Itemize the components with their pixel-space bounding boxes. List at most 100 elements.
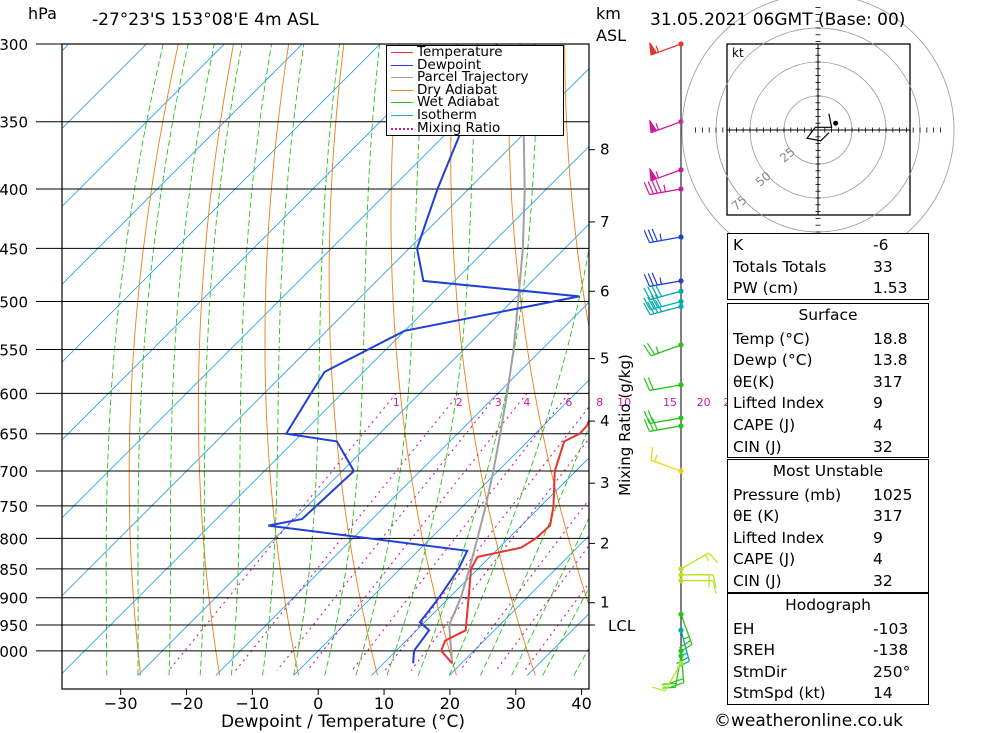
wind-barb-half-feather bbox=[655, 123, 660, 131]
wind-barb bbox=[652, 660, 684, 692]
wet-adiabat-line bbox=[262, 44, 305, 676]
index-value: 14 bbox=[873, 684, 893, 703]
wind-barb-shaft bbox=[664, 662, 682, 692]
wind-barb-feather bbox=[670, 682, 684, 688]
index-label: Dewp (°C) bbox=[733, 351, 813, 370]
mixing-ratio-line bbox=[495, 544, 589, 671]
wind-barb-feather bbox=[647, 418, 654, 431]
wind-barb-feather bbox=[643, 418, 651, 432]
index-value: 4 bbox=[873, 550, 883, 569]
wind-barb-half-feather bbox=[655, 171, 660, 179]
mixing-ratio-tick-label: 2 bbox=[456, 396, 463, 409]
wind-barb-feather bbox=[650, 446, 654, 461]
wind-barb-feather bbox=[651, 295, 659, 308]
index-value: 250° bbox=[873, 662, 911, 681]
mixing-ratio-tick-label: 3 bbox=[495, 396, 502, 409]
index-value: 317 bbox=[873, 507, 903, 526]
height-reference-label: ASL bbox=[596, 26, 627, 45]
wind-barb-feather bbox=[647, 181, 654, 195]
copyright-link[interactable]: ©weatheronline.co.uk bbox=[714, 711, 904, 731]
mixing-ratio-line bbox=[307, 393, 528, 671]
dry-adiabat-line bbox=[128, 44, 179, 676]
mixing-ratio-tick-label: 10 bbox=[617, 396, 631, 409]
wind-barb-shaft bbox=[680, 552, 710, 570]
height-axis: 8 7 6 5 4 3 2 1 LCL bbox=[589, 141, 636, 635]
wind-barb-feather bbox=[647, 301, 655, 315]
wind-barb-feather bbox=[647, 229, 654, 243]
wet-adiabat-line bbox=[105, 44, 164, 676]
wind-barb-dot bbox=[678, 648, 684, 654]
wind-barb-dot bbox=[678, 572, 684, 578]
wet-adiabat-line bbox=[386, 44, 479, 676]
wet-adiabat-line bbox=[511, 516, 589, 676]
mixing-ratio-tick-label: 1 bbox=[393, 396, 400, 409]
x-tick-label: −20 bbox=[170, 694, 204, 713]
wind-barb-half-feather bbox=[659, 233, 662, 241]
wind-barb-dot bbox=[678, 119, 684, 125]
lcl-label: LCL bbox=[608, 617, 636, 635]
wind-barb-dot bbox=[678, 288, 684, 294]
dry-adiabat-line bbox=[947, 27, 1000, 676]
wind-barb-feather bbox=[647, 286, 655, 299]
wind-barb-dot bbox=[678, 578, 684, 584]
wind-barb-shaft bbox=[649, 290, 682, 301]
height-tick-label: 4 bbox=[600, 412, 610, 430]
index-value: 32 bbox=[873, 437, 893, 456]
mixing-ratio-tick-label: 4 bbox=[523, 396, 530, 409]
wind-barb-feather bbox=[708, 552, 719, 564]
wind-barb-feather bbox=[647, 377, 654, 390]
wind-barb-feather bbox=[643, 287, 651, 300]
wind-barb-shaft bbox=[650, 459, 682, 472]
isotherm-line bbox=[62, 44, 226, 208]
height-tick-label: 8 bbox=[600, 141, 610, 159]
wind-barb bbox=[643, 299, 684, 316]
wind-barb-dot bbox=[678, 566, 684, 572]
wind-barb bbox=[678, 572, 717, 588]
index-label: EH bbox=[733, 619, 755, 638]
index-label: CIN (J) bbox=[733, 437, 782, 456]
height-unit-label: km bbox=[596, 4, 621, 23]
pressure-tick-label: 900 bbox=[0, 590, 28, 608]
wind-barb-dot bbox=[678, 627, 684, 633]
wind-barb-dot bbox=[678, 167, 684, 173]
index-value: 1025 bbox=[873, 485, 913, 504]
height-tick-label: 2 bbox=[600, 534, 610, 552]
index-row: CAPE (J) 4 bbox=[728, 414, 928, 436]
index-row: SREH -138 bbox=[728, 639, 928, 661]
wind-barb-feather bbox=[646, 342, 656, 355]
wind-barb-feather bbox=[654, 284, 663, 297]
wind-barb bbox=[649, 167, 684, 182]
index-label: θE (K) bbox=[733, 507, 780, 526]
legend-swatch bbox=[391, 52, 413, 53]
wind-barb bbox=[678, 552, 719, 572]
table-heading: Hodograph bbox=[785, 596, 871, 614]
pressure-tick-label: 300 bbox=[0, 36, 28, 54]
wind-barb-feather bbox=[643, 273, 651, 287]
isotherm-line bbox=[448, 535, 589, 676]
legend-label: Parcel Trajectory bbox=[417, 69, 529, 86]
pressure-tick-label: 400 bbox=[0, 181, 28, 199]
hodograph-unit-label: kt bbox=[732, 46, 744, 60]
wind-barb-feather bbox=[643, 297, 651, 311]
wind-barb-feather bbox=[712, 580, 717, 594]
dry-adiabat-line bbox=[328, 44, 378, 676]
pressure-tick-label: 350 bbox=[0, 114, 28, 132]
wet-adiabat-line bbox=[199, 44, 243, 676]
height-tick-label: 1 bbox=[600, 594, 610, 612]
wind-barb-feather bbox=[651, 300, 659, 313]
wind-barb-shaft bbox=[680, 630, 690, 662]
index-value: 9 bbox=[873, 528, 883, 547]
general-indices-table: K -6 Totals Totals 33 PW (cm) 1.53 bbox=[727, 233, 929, 300]
wind-barb bbox=[643, 179, 684, 196]
isotherm-line bbox=[293, 379, 589, 676]
index-label: StmDir bbox=[733, 662, 787, 681]
dry-adiabat-line bbox=[197, 44, 234, 676]
wind-barb-feather bbox=[651, 417, 658, 431]
wind-barb bbox=[650, 446, 684, 474]
sounding-traces bbox=[268, 44, 589, 664]
wind-barb-feather bbox=[643, 377, 651, 391]
pressure-tick-label: 1000 bbox=[0, 643, 28, 661]
index-value: 18.8 bbox=[873, 329, 908, 348]
index-label: Lifted Index bbox=[733, 394, 825, 413]
dry-adiabat-lines bbox=[128, 27, 1000, 676]
